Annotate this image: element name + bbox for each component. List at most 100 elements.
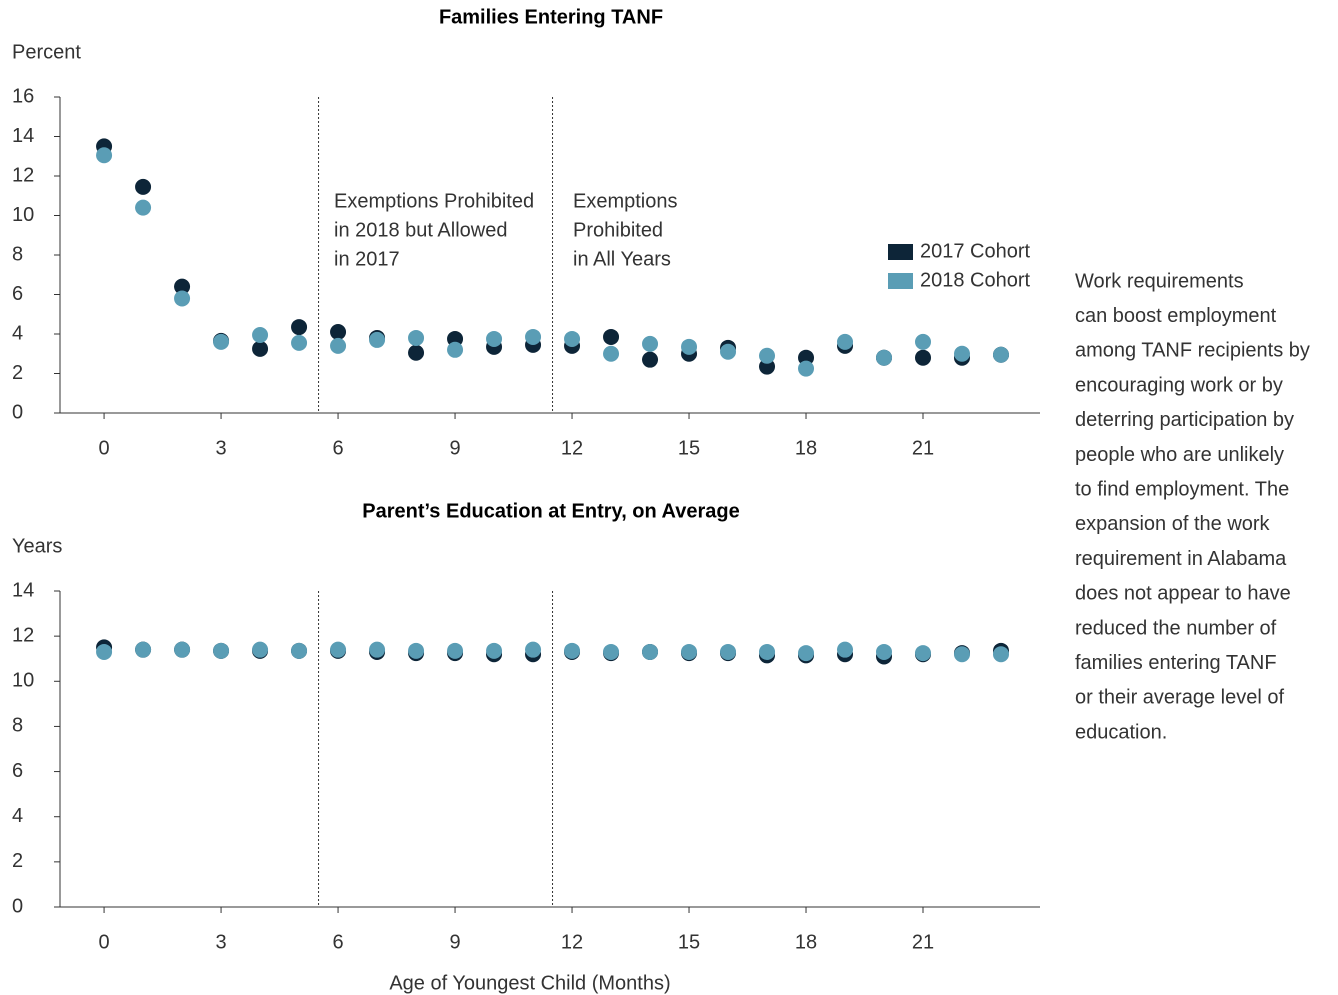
data-point: [291, 642, 308, 659]
data-point: [642, 643, 659, 660]
x-tick-label: 15: [678, 931, 700, 953]
data-point: [135, 199, 152, 216]
data-point: [291, 319, 308, 336]
data-point: [993, 646, 1010, 663]
data-point: [837, 641, 854, 658]
annotation: Exemptions Prohibited: [334, 190, 534, 212]
chart-title: Parent’s Education at Entry, on Average: [362, 500, 740, 522]
y-tick-label: 12: [12, 624, 34, 646]
x-tick-label: 18: [795, 931, 817, 953]
data-point: [564, 330, 581, 347]
y-tick-label: 8: [12, 715, 23, 737]
data-point: [954, 646, 971, 663]
side-note: Work requirements: [1075, 270, 1244, 292]
y-tick-label: 2: [12, 362, 23, 384]
y-tick-label: 4: [12, 805, 23, 827]
data-point: [174, 290, 191, 307]
side-note: families entering TANF: [1075, 652, 1277, 674]
x-tick-label: 3: [215, 931, 226, 953]
data-point: [876, 349, 893, 366]
x-axis-label: Age of Youngest Child (Months): [389, 972, 670, 994]
data-point: [642, 335, 659, 352]
data-point: [759, 643, 776, 660]
x-tick-label: 6: [332, 931, 343, 953]
side-note: deterring participation by: [1075, 409, 1294, 431]
data-point: [330, 337, 347, 354]
x-tick-label: 18: [795, 437, 817, 459]
data-point: [486, 642, 503, 659]
data-point: [915, 333, 932, 350]
y-tick-label: 8: [12, 243, 23, 265]
x-tick-label: 9: [449, 931, 460, 953]
side-note: among TANF recipients by: [1075, 340, 1310, 362]
data-point: [915, 349, 932, 366]
side-note: people who are unlikely: [1075, 444, 1284, 466]
chart-title: Families Entering TANF: [439, 6, 663, 28]
data-point: [96, 147, 113, 164]
data-point: [720, 343, 737, 360]
data-point: [798, 360, 815, 377]
data-point: [876, 643, 893, 660]
legend-label: 2017 Cohort: [920, 240, 1031, 262]
annotation: in 2018 but Allowed: [334, 219, 507, 241]
y-tick-label: 6: [12, 283, 23, 305]
data-point: [369, 641, 386, 658]
data-point: [720, 643, 737, 660]
data-point: [642, 351, 659, 368]
side-note: education.: [1075, 721, 1167, 743]
data-point: [252, 326, 269, 343]
data-point: [408, 329, 425, 346]
data-point: [135, 178, 152, 195]
side-note: or their average level of: [1075, 687, 1284, 709]
data-point: [993, 346, 1010, 363]
data-point: [174, 278, 191, 295]
data-point: [603, 643, 620, 660]
x-tick-label: 15: [678, 437, 700, 459]
data-point: [330, 641, 347, 658]
y-tick-label: 12: [12, 164, 34, 186]
data-point: [564, 642, 581, 659]
data-point: [135, 641, 152, 658]
y-tick-label: 0: [12, 895, 23, 917]
x-tick-label: 21: [912, 931, 934, 953]
data-point: [525, 328, 542, 345]
data-point: [291, 334, 308, 351]
data-point: [486, 330, 503, 347]
x-tick-label: 0: [99, 931, 110, 953]
data-point: [681, 643, 698, 660]
y-tick-label: 14: [12, 579, 34, 601]
data-point: [174, 641, 191, 658]
data-point: [681, 338, 698, 355]
data-point: [252, 340, 269, 357]
data-point: [369, 331, 386, 348]
y-tick-label: 16: [12, 85, 34, 107]
side-note: to find employment. The: [1075, 478, 1289, 500]
y-tick-label: 14: [12, 125, 34, 147]
legend-label: 2018 Cohort: [920, 269, 1031, 291]
side-note: reduced the number of: [1075, 617, 1277, 639]
side-note: encouraging work or by: [1075, 374, 1283, 396]
side-note: can boost employment: [1075, 305, 1277, 327]
data-point: [798, 645, 815, 662]
data-point: [96, 643, 113, 660]
data-point: [252, 641, 269, 658]
y-tick-label: 0: [12, 401, 23, 423]
y-tick-label: 10: [12, 204, 34, 226]
x-tick-label: 9: [449, 437, 460, 459]
x-tick-label: 0: [99, 437, 110, 459]
data-point: [603, 345, 620, 362]
y-axis-label: Years: [12, 535, 62, 557]
x-tick-label: 12: [561, 931, 583, 953]
data-point: [408, 642, 425, 659]
side-note: does not appear to have: [1075, 583, 1291, 605]
x-tick-label: 3: [215, 437, 226, 459]
annotation: Exemptions: [573, 190, 678, 212]
data-point: [759, 347, 776, 364]
side-note: requirement in Alabama: [1075, 548, 1287, 570]
data-point: [408, 344, 425, 361]
data-point: [837, 333, 854, 350]
side-note: expansion of the work: [1075, 513, 1271, 535]
data-point: [447, 642, 464, 659]
annotation: in All Years: [573, 248, 671, 270]
